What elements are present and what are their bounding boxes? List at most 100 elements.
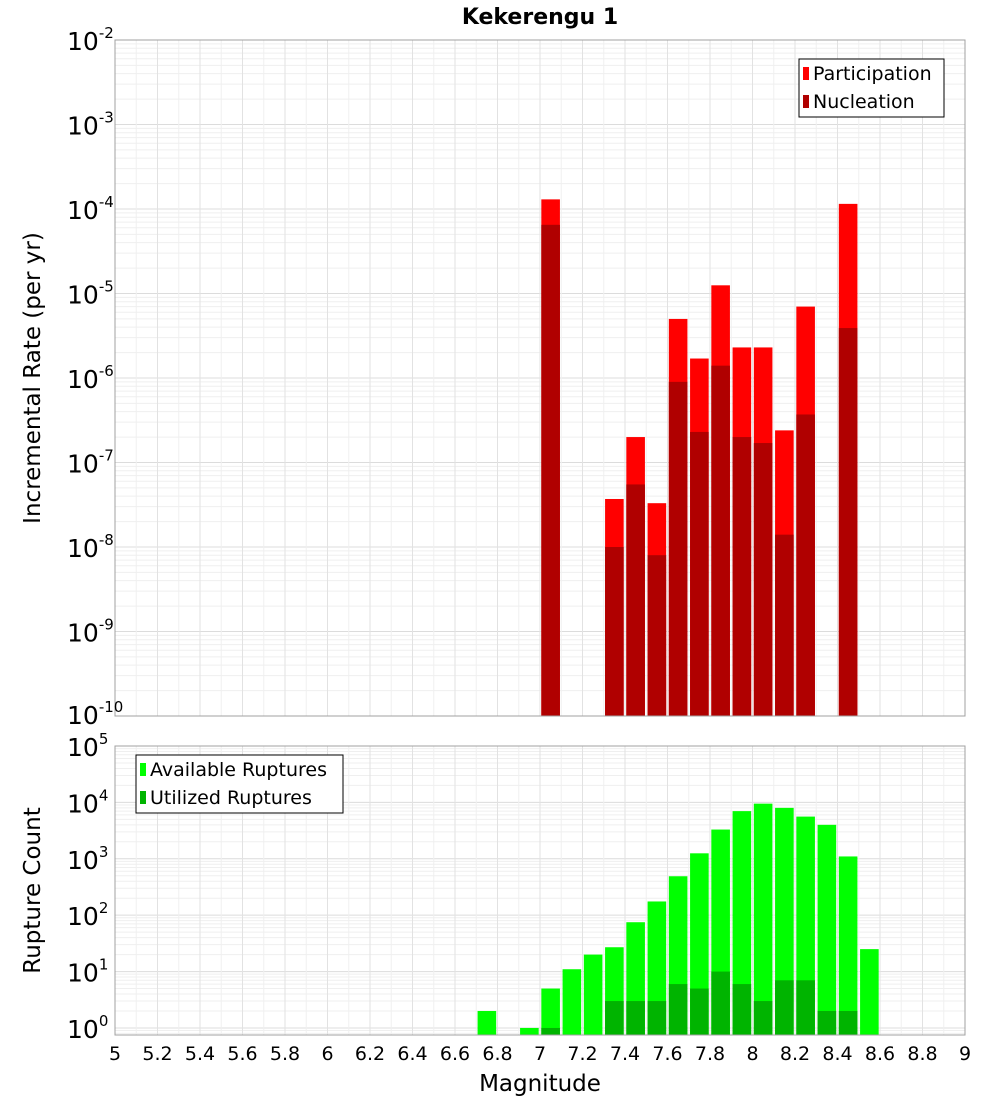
y-tick-base: 10 xyxy=(67,365,99,394)
bar-front xyxy=(796,414,815,716)
bar-front xyxy=(626,484,645,716)
bar-front xyxy=(605,1001,624,1035)
legend-label: Available Ruptures xyxy=(150,759,327,781)
bar-front xyxy=(753,443,773,716)
y-tick-base: 10 xyxy=(67,534,99,563)
x-tick-label: 7.4 xyxy=(610,1043,640,1065)
bar-front xyxy=(626,1001,645,1035)
y-tick-base: 10 xyxy=(67,902,99,931)
x-tick-label: 8.6 xyxy=(865,1043,895,1065)
plot-border xyxy=(114,745,966,1036)
y-tick-label: 10-5 xyxy=(67,278,114,310)
bar-front xyxy=(838,328,858,716)
y-axis-label: Rupture Count xyxy=(20,807,46,973)
y-tick-label: 105 xyxy=(67,730,108,762)
y-tick-base: 10 xyxy=(67,789,99,818)
y-tick-exponent: 4 xyxy=(99,786,109,804)
y-tick-exponent: -7 xyxy=(99,447,114,465)
bar-back xyxy=(520,1027,539,1035)
legend-swatch xyxy=(803,67,809,80)
y-tick-label: 100 xyxy=(67,1012,108,1044)
legend-label: Utilized Ruptures xyxy=(150,787,312,809)
y-tick-label: 10-10 xyxy=(67,698,123,730)
y-tick-base: 10 xyxy=(67,1015,99,1044)
y-axis-label: Incremental Rate (per yr) xyxy=(20,232,46,524)
x-tick-label: 6.2 xyxy=(355,1043,385,1065)
legend-swatch xyxy=(140,763,146,776)
x-tick-label: 5.6 xyxy=(227,1043,257,1065)
x-tick-label: 5.2 xyxy=(142,1043,172,1065)
bar-back xyxy=(477,1010,497,1035)
bar-front xyxy=(711,365,730,716)
y-tick-label: 10-9 xyxy=(67,616,114,648)
legend-swatch xyxy=(803,95,809,108)
x-tick-label: 7.6 xyxy=(652,1043,682,1065)
bar-front xyxy=(541,224,560,716)
x-tick-label: 7 xyxy=(534,1043,546,1065)
bar-front xyxy=(796,980,815,1035)
y-tick-label: 103 xyxy=(67,843,108,875)
legend-label: Nucleation xyxy=(813,91,915,113)
y-tick-base: 10 xyxy=(67,701,99,730)
bar-back xyxy=(860,949,879,1035)
plot-border xyxy=(114,39,966,717)
x-tick-label: 7.8 xyxy=(695,1043,725,1065)
bar-front xyxy=(838,1010,858,1035)
y-tick-label: 10-6 xyxy=(67,362,114,394)
y-tick-base: 10 xyxy=(67,846,99,875)
bar-back xyxy=(732,811,752,1035)
x-tick-label: 8 xyxy=(746,1043,758,1065)
y-tick-label: 104 xyxy=(67,786,108,818)
x-tick-label: 8.2 xyxy=(780,1043,810,1065)
y-tick-exponent: 1 xyxy=(99,956,109,974)
bar-front xyxy=(690,988,709,1035)
x-tick-label: 6.6 xyxy=(440,1043,470,1065)
bar-front xyxy=(775,980,794,1035)
legend-box xyxy=(135,754,344,814)
bar-front xyxy=(647,1001,667,1035)
y-tick-label: 10-2 xyxy=(67,24,114,56)
y-tick-exponent: -3 xyxy=(99,109,114,127)
y-tick-label: 101 xyxy=(67,956,108,988)
chart-title: Kekerengu 1 xyxy=(462,5,618,30)
y-tick-base: 10 xyxy=(67,281,99,310)
x-tick-label: 8.8 xyxy=(907,1043,937,1065)
x-tick-label: 5.4 xyxy=(185,1043,215,1065)
bar-back xyxy=(817,824,837,1035)
bar-front xyxy=(732,984,752,1035)
x-tick-label: 6.4 xyxy=(397,1043,427,1065)
bar-front xyxy=(753,1001,773,1035)
y-tick-base: 10 xyxy=(67,27,99,56)
y-tick-base: 10 xyxy=(67,112,99,141)
x-tick-label: 6.8 xyxy=(482,1043,512,1065)
bar-back xyxy=(541,988,560,1035)
y-tick-exponent: -4 xyxy=(99,193,114,211)
y-tick-exponent: 5 xyxy=(99,730,109,748)
x-tick-label: 5.8 xyxy=(270,1043,300,1065)
y-tick-label: 10-8 xyxy=(67,531,114,563)
y-tick-exponent: -9 xyxy=(99,616,114,634)
bar-front xyxy=(690,431,709,716)
y-tick-base: 10 xyxy=(67,450,99,479)
y-tick-label: 10-3 xyxy=(67,109,114,141)
bar-front xyxy=(605,547,624,716)
legend-label: Participation xyxy=(813,63,932,85)
y-tick-label: 10-7 xyxy=(67,447,114,479)
bar-back xyxy=(753,803,773,1035)
x-tick-label: 6 xyxy=(321,1043,333,1065)
y-tick-exponent: -5 xyxy=(99,278,114,296)
y-tick-base: 10 xyxy=(67,196,99,225)
y-tick-exponent: -2 xyxy=(99,24,114,42)
bar-front xyxy=(711,971,730,1035)
y-tick-base: 10 xyxy=(67,733,99,762)
y-tick-exponent: -6 xyxy=(99,362,114,380)
bar-back xyxy=(775,807,794,1035)
y-tick-exponent: 2 xyxy=(99,899,109,917)
x-tick-label: 5 xyxy=(109,1043,121,1065)
bar-front xyxy=(541,1027,560,1035)
bar-front xyxy=(732,437,752,716)
bar-back xyxy=(838,856,858,1035)
y-tick-exponent: -10 xyxy=(99,698,124,716)
